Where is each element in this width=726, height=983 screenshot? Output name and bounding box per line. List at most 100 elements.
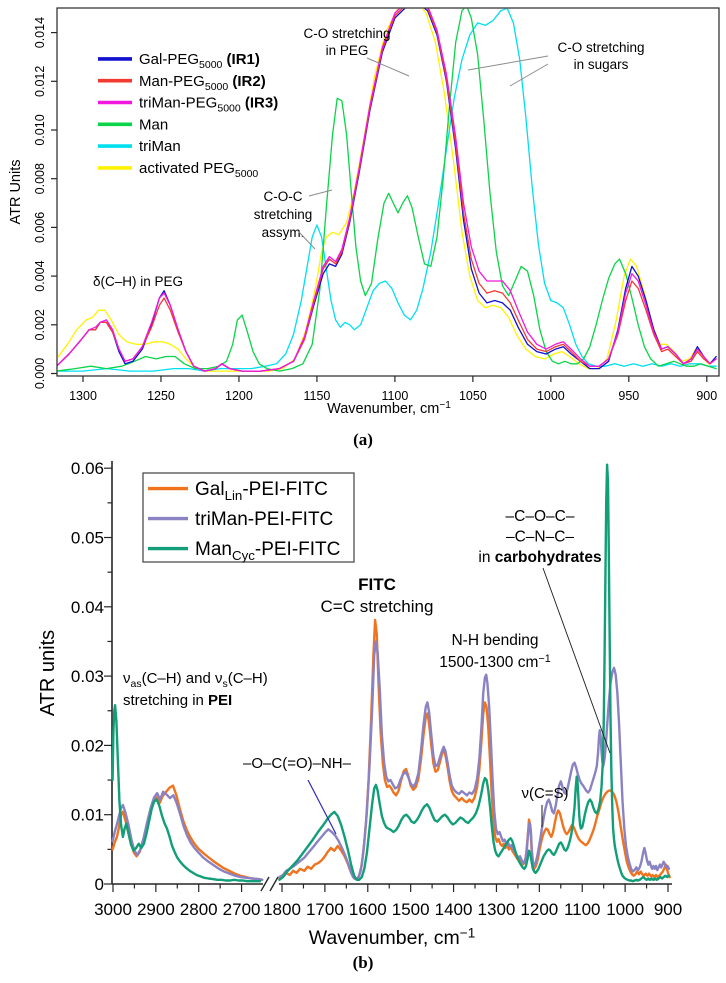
annotation-nh-bending: 1500-1300 cm−1 bbox=[439, 653, 550, 671]
annotation-nu-cs: ν(C=S) bbox=[521, 785, 568, 802]
y-tick-label: 0.010 bbox=[33, 114, 47, 145]
annotation-co-stretch-sugars: C-O stretching bbox=[557, 40, 644, 55]
y-axis-title: ATR units bbox=[37, 630, 59, 716]
legend-label: activated PEG5000 bbox=[139, 160, 258, 180]
annotation-coc-cnc-carbohydrates: –C–N–C– bbox=[506, 529, 574, 546]
x-tick-label: 1700 bbox=[306, 900, 344, 919]
annotation-co-stretch-peg: in PEG bbox=[326, 43, 369, 58]
x-tick-label: 2700 bbox=[223, 900, 261, 919]
series-activated-peg5000 bbox=[57, 8, 717, 372]
ticks bbox=[51, 31, 708, 382]
x-tick-label: 2800 bbox=[180, 900, 218, 919]
annotations: FITC C=C stretching N-H bending 1500-1300 c… bbox=[123, 508, 611, 835]
series bbox=[57, 8, 717, 372]
y-tick-label: 0.014 bbox=[33, 17, 47, 48]
annotation-fitc-cc-stretching: FITC bbox=[358, 575, 396, 594]
annotation-pointer-coc-stretch-assym bbox=[308, 189, 333, 197]
y-tick-label: 0.01 bbox=[71, 806, 104, 825]
x-tick-label: 950 bbox=[618, 389, 639, 403]
x-tick-label: 900 bbox=[696, 389, 717, 403]
legend-label: Gal-PEG5000 (IR1) bbox=[139, 51, 260, 71]
series bbox=[111, 463, 671, 883]
y-tick-label: 0.002 bbox=[33, 309, 47, 340]
legend-label: ManCyc-PEI-FITC bbox=[195, 539, 340, 563]
y-tick-label: 0.06 bbox=[71, 459, 104, 478]
annotation-pointer-co-stretch-peg bbox=[366, 57, 410, 77]
legend-label: triMan-PEG5000 (IR3) bbox=[139, 95, 278, 115]
axis-break-mark bbox=[260, 876, 270, 892]
axis-break-mark bbox=[269, 876, 279, 892]
y-tick-label: 0.04 bbox=[71, 598, 104, 617]
annotation-coc-stretch-assym: C-O-C bbox=[264, 189, 303, 204]
y-tick-label: 0.02 bbox=[71, 736, 104, 755]
annotation-pointer-o-c-o-nh bbox=[307, 779, 337, 835]
x-tick-label: 1300 bbox=[478, 900, 516, 919]
plot-frame bbox=[56, 7, 720, 377]
x-tick-label: 1200 bbox=[225, 389, 253, 403]
ticks bbox=[104, 467, 669, 892]
y-tick-label: 0.03 bbox=[71, 667, 104, 686]
y-tick-label: 0.008 bbox=[33, 163, 47, 194]
annotation-coc-stretch-assym: assym. bbox=[262, 225, 305, 240]
legend-label: triMan bbox=[139, 138, 181, 155]
x-tick-label: 3000 bbox=[94, 900, 132, 919]
x-tick-label: 1600 bbox=[349, 900, 387, 919]
annotation-pointer-coc-cnc-carbohydrates bbox=[542, 567, 611, 754]
axes bbox=[56, 7, 720, 377]
y-tick-label: 0 bbox=[95, 875, 104, 894]
x-tick-label: 900 bbox=[654, 900, 682, 919]
annotation-pointer-co-stretch-sugars bbox=[467, 55, 549, 71]
annotation-pointer-co-stretch-sugars bbox=[509, 63, 549, 87]
x-tick-label: 1300 bbox=[69, 389, 97, 403]
x-axis-title: Wavenumber, cm−1 bbox=[327, 400, 451, 417]
annotation-delta-ch-peg: δ(C–H) in PEG bbox=[93, 274, 183, 289]
x-tick-label: 1150 bbox=[303, 389, 330, 403]
y-tick-label: 0.004 bbox=[33, 260, 47, 291]
annotation-nu-ch-stretching-pei: stretching in PEI bbox=[123, 692, 232, 709]
x-tick-label: 1800 bbox=[263, 900, 301, 919]
y-tick-label: 0.000 bbox=[33, 358, 47, 389]
legend-label: Man-PEG5000 (IR2) bbox=[139, 73, 266, 93]
annotation-coc-cnc-carbohydrates: –C–O–C– bbox=[506, 508, 575, 525]
series-triman bbox=[57, 8, 717, 372]
annotation-co-stretch-peg: C-O stretching bbox=[303, 26, 390, 41]
series-man bbox=[57, 8, 717, 372]
series-triman-peg5000-ir3 bbox=[57, 8, 717, 372]
x-axis-title: Wavenumber, cm−1 bbox=[309, 926, 476, 949]
tick-labels: 1300 1250 1200 1150 1100 1050 1000 950 900 0.000 0… bbox=[33, 17, 717, 403]
legend-label: GalLin-PEI-FITC bbox=[195, 479, 328, 503]
y-tick-label: 0.006 bbox=[33, 212, 47, 243]
chart-a-peg-spectra: 1300 1250 1200 1150 1100 1050 1000 950 900 0.000 0… bbox=[8, 7, 720, 417]
y-axis-title: ATR Units bbox=[8, 160, 24, 225]
legend-label: triMan-PEI-FITC bbox=[195, 509, 333, 530]
annotation-coc-stretch-assym: stretching bbox=[254, 207, 313, 222]
x-tick-label: 1200 bbox=[520, 900, 558, 919]
chart-b-pei-fitc-spectra: 3000 2900 2800 2700 1800 1700 1600 1500 1400 1300… bbox=[37, 459, 682, 949]
tick-labels: 3000 2900 2800 2700 1800 1700 1600 1500 1400 1300… bbox=[71, 459, 682, 919]
annotation-nh-bending: N-H bending bbox=[451, 632, 538, 649]
y-tick-label: 0.05 bbox=[71, 528, 104, 547]
series-gallin-pei-fitc bbox=[111, 618, 671, 881]
annotation-nu-ch-stretching-pei: νas(C–H) and νs(C–H) bbox=[123, 670, 268, 690]
x-tick-label: 1000 bbox=[606, 900, 644, 919]
series-mancyc-pei-fitc bbox=[111, 463, 671, 883]
annotation-fitc-cc-stretching: C=C stretching bbox=[321, 597, 434, 616]
annotation-pointer-coc-stretch-assym bbox=[297, 230, 316, 250]
annotation-co-stretch-sugars: in sugars bbox=[574, 57, 629, 72]
caption-panel-a: (a) bbox=[353, 430, 373, 449]
legend-label: Man bbox=[139, 116, 168, 133]
x-tick-label: 1000 bbox=[537, 389, 565, 403]
annotation-o-c-o-nh: –O–C(=O)–NH– bbox=[243, 755, 352, 772]
annotation-coc-cnc-carbohydrates: in carbohydrates bbox=[478, 549, 601, 566]
x-tick-label: 1100 bbox=[381, 389, 408, 403]
x-tick-label: 1100 bbox=[564, 900, 601, 919]
x-tick-label: 1400 bbox=[435, 900, 473, 919]
x-tick-label: 1500 bbox=[392, 900, 430, 919]
series-man-peg5000-ir2 bbox=[57, 8, 717, 372]
y-tick-label: 0.012 bbox=[33, 66, 47, 97]
annotations: C-O stretching in PEG C-O stretching in sug… bbox=[93, 26, 645, 289]
x-tick-label: 1250 bbox=[147, 389, 175, 403]
legend: Gal-PEG5000 (IR1)Man-PEG5000 (IR2)triMan… bbox=[98, 51, 278, 180]
legend: GalLin-PEI-FITC triMan-PEI-FITC ManCyc-PEI… bbox=[142, 472, 355, 563]
x-tick-label: 1050 bbox=[459, 389, 487, 403]
